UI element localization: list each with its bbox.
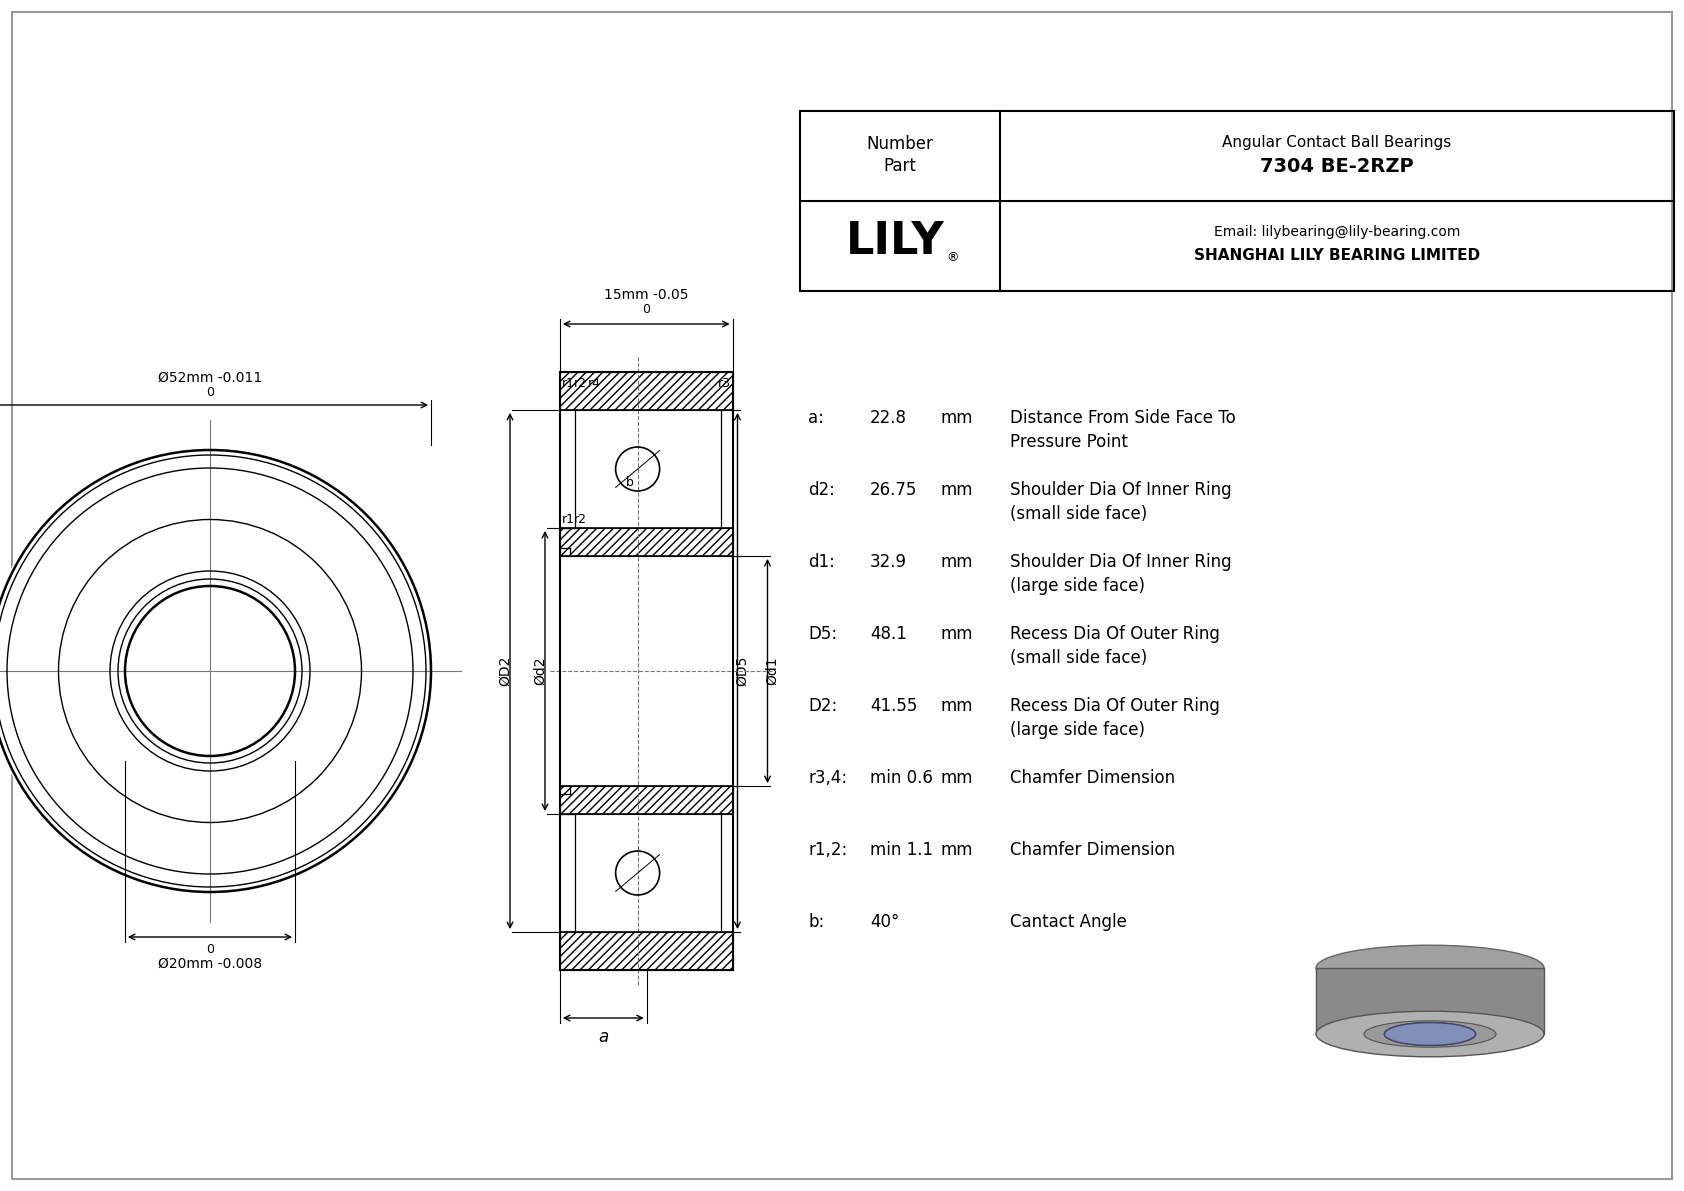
Text: 26.75: 26.75 (871, 481, 918, 499)
Text: Angular Contact Ball Bearings: Angular Contact Ball Bearings (1223, 135, 1452, 150)
Text: Ød1: Ød1 (766, 656, 780, 685)
Text: min 0.6: min 0.6 (871, 769, 933, 787)
Text: Number: Number (867, 135, 933, 152)
Text: Shoulder Dia Of Inner Ring
(large side face): Shoulder Dia Of Inner Ring (large side f… (1010, 553, 1231, 594)
Text: mm: mm (940, 697, 972, 715)
Ellipse shape (1384, 1023, 1475, 1046)
Text: mm: mm (940, 841, 972, 859)
Bar (561, 786, 733, 813)
Text: Ø20mm -0.008: Ø20mm -0.008 (158, 958, 263, 971)
Text: Ød2: Ød2 (534, 656, 547, 685)
Text: mm: mm (940, 769, 972, 787)
Text: r1: r1 (562, 378, 574, 389)
Text: ®: ® (946, 251, 958, 264)
Text: 48.1: 48.1 (871, 625, 908, 643)
Text: D5:: D5: (808, 625, 837, 643)
Text: d1:: d1: (808, 553, 835, 570)
Text: Cantact Angle: Cantact Angle (1010, 913, 1127, 931)
Circle shape (0, 448, 433, 894)
Text: r1,2:: r1,2: (808, 841, 847, 859)
Text: 41.55: 41.55 (871, 697, 918, 715)
Text: 0: 0 (205, 386, 214, 399)
Text: Chamfer Dimension: Chamfer Dimension (1010, 769, 1175, 787)
Text: Part: Part (884, 157, 916, 175)
Text: mm: mm (940, 481, 972, 499)
Text: Ø52mm -0.011: Ø52mm -0.011 (158, 372, 263, 385)
Text: Chamfer Dimension: Chamfer Dimension (1010, 841, 1175, 859)
Text: ØD2: ØD2 (498, 656, 512, 686)
Polygon shape (1315, 968, 1544, 1034)
Text: 22.8: 22.8 (871, 409, 908, 428)
Bar (800, 111, 1674, 291)
Text: r2: r2 (574, 378, 588, 389)
Text: a: a (598, 1028, 608, 1046)
Text: Recess Dia Of Outer Ring
(small side face): Recess Dia Of Outer Ring (small side fac… (1010, 625, 1219, 667)
Ellipse shape (1315, 1011, 1544, 1056)
Text: d2:: d2: (808, 481, 835, 499)
Text: Recess Dia Of Outer Ring
(large side face): Recess Dia Of Outer Ring (large side fac… (1010, 697, 1219, 738)
Text: Distance From Side Face To
Pressure Point: Distance From Side Face To Pressure Poin… (1010, 409, 1236, 450)
Bar (561, 528, 733, 556)
Text: r3,4:: r3,4: (808, 769, 847, 787)
Text: mm: mm (940, 625, 972, 643)
Text: 0: 0 (205, 943, 214, 956)
Text: r1: r1 (562, 513, 574, 526)
Text: D2:: D2: (808, 697, 837, 715)
Text: 32.9: 32.9 (871, 553, 908, 570)
Text: Shoulder Dia Of Inner Ring
(small side face): Shoulder Dia Of Inner Ring (small side f… (1010, 481, 1231, 523)
Ellipse shape (1315, 946, 1544, 991)
Ellipse shape (1364, 1021, 1495, 1047)
Text: mm: mm (940, 409, 972, 428)
Text: a:: a: (808, 409, 823, 428)
Text: 15mm -0.05: 15mm -0.05 (605, 288, 689, 303)
Text: mm: mm (940, 553, 972, 570)
Text: 0: 0 (642, 303, 650, 316)
Text: min 1.1: min 1.1 (871, 841, 933, 859)
Text: LILY: LILY (845, 219, 945, 262)
Ellipse shape (1384, 1023, 1475, 1046)
Text: 7304 BE-2RZP: 7304 BE-2RZP (1260, 156, 1415, 175)
Text: Email: lilybearing@lily-bearing.com: Email: lilybearing@lily-bearing.com (1214, 225, 1460, 239)
Text: r2: r2 (574, 513, 588, 526)
Text: SHANGHAI LILY BEARING LIMITED: SHANGHAI LILY BEARING LIMITED (1194, 249, 1480, 263)
Bar (561, 933, 733, 969)
Text: 40°: 40° (871, 913, 899, 931)
Text: ØD5: ØD5 (736, 656, 749, 686)
Text: r4: r4 (588, 378, 601, 389)
Text: b: b (626, 476, 633, 490)
Bar (561, 372, 733, 410)
Text: b:: b: (808, 913, 823, 931)
Text: r3: r3 (717, 378, 731, 389)
